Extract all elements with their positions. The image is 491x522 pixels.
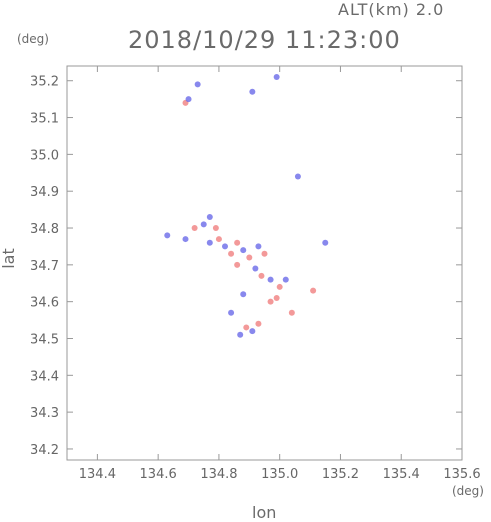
y-tick-label: 35.0 xyxy=(30,148,59,163)
x-unit-label: (deg) xyxy=(452,484,484,498)
data-point xyxy=(261,250,268,257)
y-tick-label: 34.9 xyxy=(30,185,59,200)
data-point xyxy=(206,213,213,220)
data-point xyxy=(185,96,192,103)
data-point xyxy=(273,294,280,301)
y-tick-label: 34.3 xyxy=(30,406,59,421)
data-point xyxy=(276,283,283,290)
data-point xyxy=(282,276,289,283)
data-point xyxy=(249,328,256,335)
y-tick-label: 34.4 xyxy=(30,369,59,384)
y-tick-label: 34.2 xyxy=(30,443,59,458)
x-tick-label: 135.0 xyxy=(261,467,298,482)
x-tick-label: 134.4 xyxy=(79,467,116,482)
x-tick-label: 135.4 xyxy=(383,467,420,482)
data-point xyxy=(288,309,295,316)
data-point xyxy=(246,254,253,261)
data-point xyxy=(258,272,265,279)
data-point xyxy=(267,298,274,305)
data-point xyxy=(273,74,280,81)
data-point xyxy=(228,250,235,257)
data-point xyxy=(234,239,241,246)
data-point xyxy=(212,225,219,232)
data-point xyxy=(243,324,250,331)
x-tick-label: 135.6 xyxy=(443,467,480,482)
altitude-label: ALT(km) 2.0 xyxy=(338,0,445,19)
y-tick-label: 35.2 xyxy=(30,75,59,90)
x-tick-label: 135.2 xyxy=(322,467,359,482)
y-tick-label: 34.8 xyxy=(30,222,59,237)
data-point xyxy=(164,232,171,239)
y-tick-label: 34.6 xyxy=(30,296,59,311)
data-point xyxy=(255,320,262,327)
data-point xyxy=(234,261,241,268)
x-tick-label: 134.8 xyxy=(200,467,237,482)
data-point xyxy=(228,309,235,316)
data-point xyxy=(240,247,247,254)
y-tick-label: 34.5 xyxy=(30,332,59,347)
y-tick-label: 34.7 xyxy=(30,259,59,274)
plot-frame xyxy=(66,65,463,461)
data-point xyxy=(267,276,274,283)
data-point xyxy=(322,239,329,246)
data-point xyxy=(252,265,259,272)
data-point xyxy=(191,225,198,232)
data-point xyxy=(200,221,207,228)
data-point xyxy=(255,243,262,250)
data-point xyxy=(194,81,201,88)
data-point xyxy=(237,331,244,338)
y-unit-label: (deg) xyxy=(17,32,49,46)
data-point xyxy=(240,291,247,298)
data-point xyxy=(182,236,189,243)
x-tick-label: 134.6 xyxy=(140,467,177,482)
data-point xyxy=(249,88,256,95)
data-point xyxy=(222,243,228,250)
data-point xyxy=(215,236,222,243)
chart-title: 2018/10/29 11:23:00 xyxy=(128,26,401,54)
data-point xyxy=(310,287,317,294)
y-tick-label: 35.1 xyxy=(30,112,59,127)
x-axis-label: lon xyxy=(252,503,277,522)
data-point xyxy=(294,173,301,180)
data-point xyxy=(206,239,213,246)
